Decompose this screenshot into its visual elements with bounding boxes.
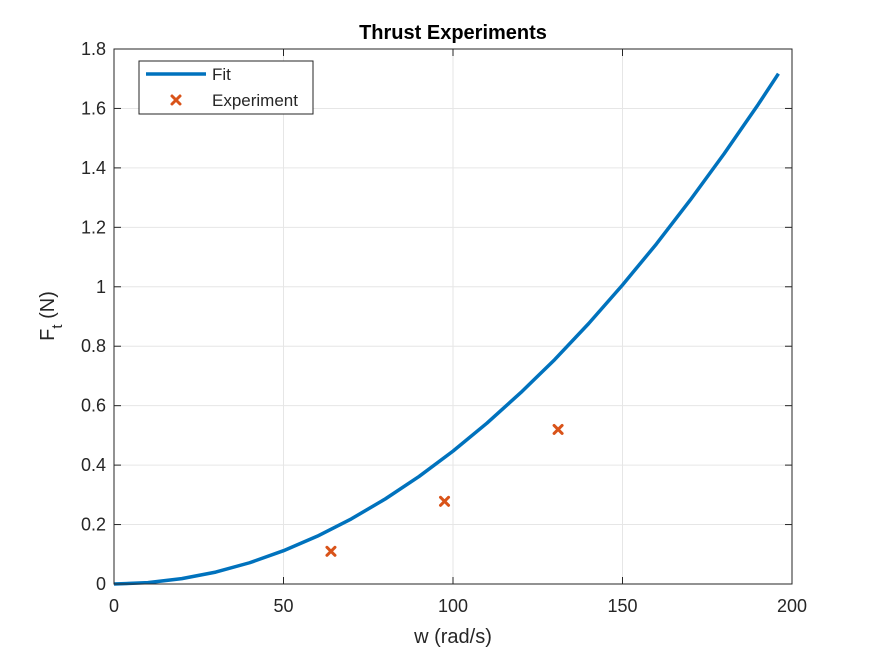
y-tick-label: 1	[96, 277, 106, 297]
legend-experiment-label: Experiment	[212, 91, 298, 110]
x-axis-label: w (rad/s)	[413, 626, 492, 648]
fit-curve	[113, 72, 780, 586]
x-tick-label: 0	[109, 596, 119, 616]
legend: Fit Experiment	[138, 60, 314, 115]
x-tick-label: 100	[438, 596, 468, 616]
legend-experiment-x	[170, 94, 182, 106]
y-tick-label: 1.4	[81, 158, 106, 178]
experiment-point	[325, 545, 337, 557]
y-tick-label: 0.6	[81, 396, 106, 416]
legend-box	[138, 60, 314, 115]
x-tick-label: 200	[777, 596, 807, 616]
y-axis-label: Ft (N)	[37, 291, 66, 341]
legend-experiment-marker	[170, 94, 182, 106]
y-tick-label: 1.6	[81, 98, 106, 118]
y-tick-label: 0	[96, 574, 106, 594]
experiment-point	[552, 423, 564, 435]
x-tick-label: 50	[273, 596, 293, 616]
y-axis-label-unit: (N)	[37, 291, 59, 324]
chart-title: Thrust Experiments	[359, 22, 547, 44]
y-axis-label-main: F	[37, 329, 59, 341]
series-layer	[113, 72, 780, 586]
experiment-point	[439, 495, 451, 507]
y-tick-label: 0.2	[81, 515, 106, 535]
y-tick-label: 0.4	[81, 455, 106, 475]
y-tick-label: 1.2	[81, 217, 106, 237]
y-tick-label: 0.8	[81, 336, 106, 356]
ticks: 0 50 100 150 200 0 0.2 0.4 0.6 0.8 1 1.2 1.4 1.6 1.8	[81, 39, 807, 616]
y-axis-label-subscript: t	[49, 324, 66, 329]
legend-fit-label: Fit	[212, 65, 231, 84]
x-tick-label: 150	[607, 596, 637, 616]
y-tick-label: 1.8	[81, 39, 106, 59]
